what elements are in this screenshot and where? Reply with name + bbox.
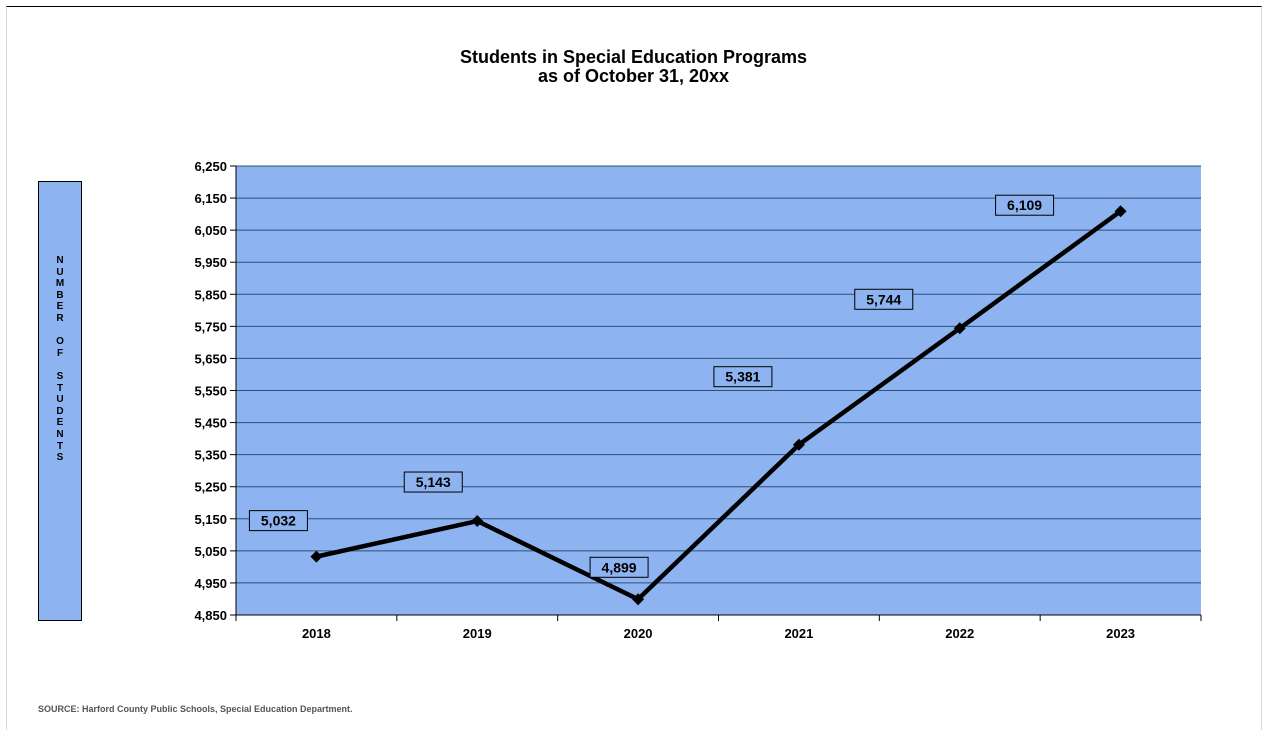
y-axis-label-letter: E — [56, 301, 64, 313]
chart-title-line2: as of October 31, 20xx — [537, 66, 730, 86]
y-tick-label: 6,050 — [194, 223, 227, 238]
x-tick-label: 2019 — [463, 626, 492, 641]
data-label-box — [995, 194, 1055, 216]
y-axis-label-letter: S — [56, 452, 64, 464]
y-axis-label-letter: T — [56, 382, 64, 394]
y-axis-label-letter: U — [56, 394, 64, 406]
y-axis-label-letter: U — [56, 266, 64, 278]
y-tick-label: 5,150 — [194, 512, 227, 527]
y-axis-label-letter: B — [56, 289, 64, 301]
data-label: 5,032 — [261, 513, 296, 529]
y-tick-label: 4,950 — [194, 576, 227, 591]
source-note: SOURCE: Harford County Public Schools, S… — [38, 704, 353, 714]
y-axis-label-letter: S — [56, 370, 64, 382]
y-tick-label: 6,250 — [194, 159, 227, 174]
y-tick-label: 5,450 — [194, 416, 227, 431]
data-point — [1114, 205, 1127, 218]
y-axis-label-letter: E — [56, 417, 64, 429]
data-point — [310, 550, 323, 563]
data-label-box — [403, 471, 463, 493]
x-tick-label: 2022 — [945, 626, 974, 641]
chart-title: Students in Special Education Programs a… — [0, 48, 1267, 86]
data-label: 5,381 — [725, 369, 760, 385]
y-tick-label: 5,250 — [194, 480, 227, 495]
data-label: 6,109 — [1007, 197, 1042, 213]
x-tick-label: 2018 — [302, 626, 331, 641]
y-axis-label-letter: N — [56, 255, 64, 266]
data-point — [792, 438, 805, 451]
y-tick-label: 5,050 — [194, 544, 227, 559]
y-axis-label-letter: N — [56, 428, 64, 440]
data-label: 4,899 — [602, 559, 637, 575]
data-point — [953, 322, 966, 335]
data-label-box — [854, 288, 914, 310]
x-tick-label: 2020 — [624, 626, 653, 641]
y-tick-label: 4,850 — [194, 608, 227, 623]
x-tick-label: 2021 — [784, 626, 813, 641]
y-tick-label: 5,350 — [194, 448, 227, 463]
y-axis-label-letter: T — [56, 440, 64, 452]
y-tick-label: 5,950 — [194, 255, 227, 270]
y-tick-label: 5,750 — [194, 319, 227, 334]
y-tick-label: 5,850 — [194, 287, 227, 302]
y-axis-label-letter: O — [56, 336, 64, 348]
y-axis-label-letter: D — [56, 405, 64, 417]
series-line — [315, 209, 1122, 602]
data-point — [632, 593, 645, 606]
data-label-box — [713, 366, 773, 388]
y-tick-label: 5,550 — [194, 384, 227, 399]
data-label-box — [589, 556, 649, 578]
data-point — [471, 515, 484, 528]
data-label: 5,143 — [416, 474, 451, 490]
y-axis-label-letter: M — [55, 278, 65, 290]
data-label: 5,744 — [866, 291, 901, 307]
y-axis-label-letter: F — [56, 347, 64, 359]
y-tick-label: 5,650 — [194, 351, 227, 366]
x-tick-label: 2023 — [1106, 626, 1135, 641]
data-label-box — [248, 510, 308, 532]
y-axis-label-letter: R — [56, 312, 64, 324]
chart-title-line1: Students in Special Education Programs — [459, 47, 808, 67]
y-tick-label: 6,150 — [194, 191, 227, 206]
